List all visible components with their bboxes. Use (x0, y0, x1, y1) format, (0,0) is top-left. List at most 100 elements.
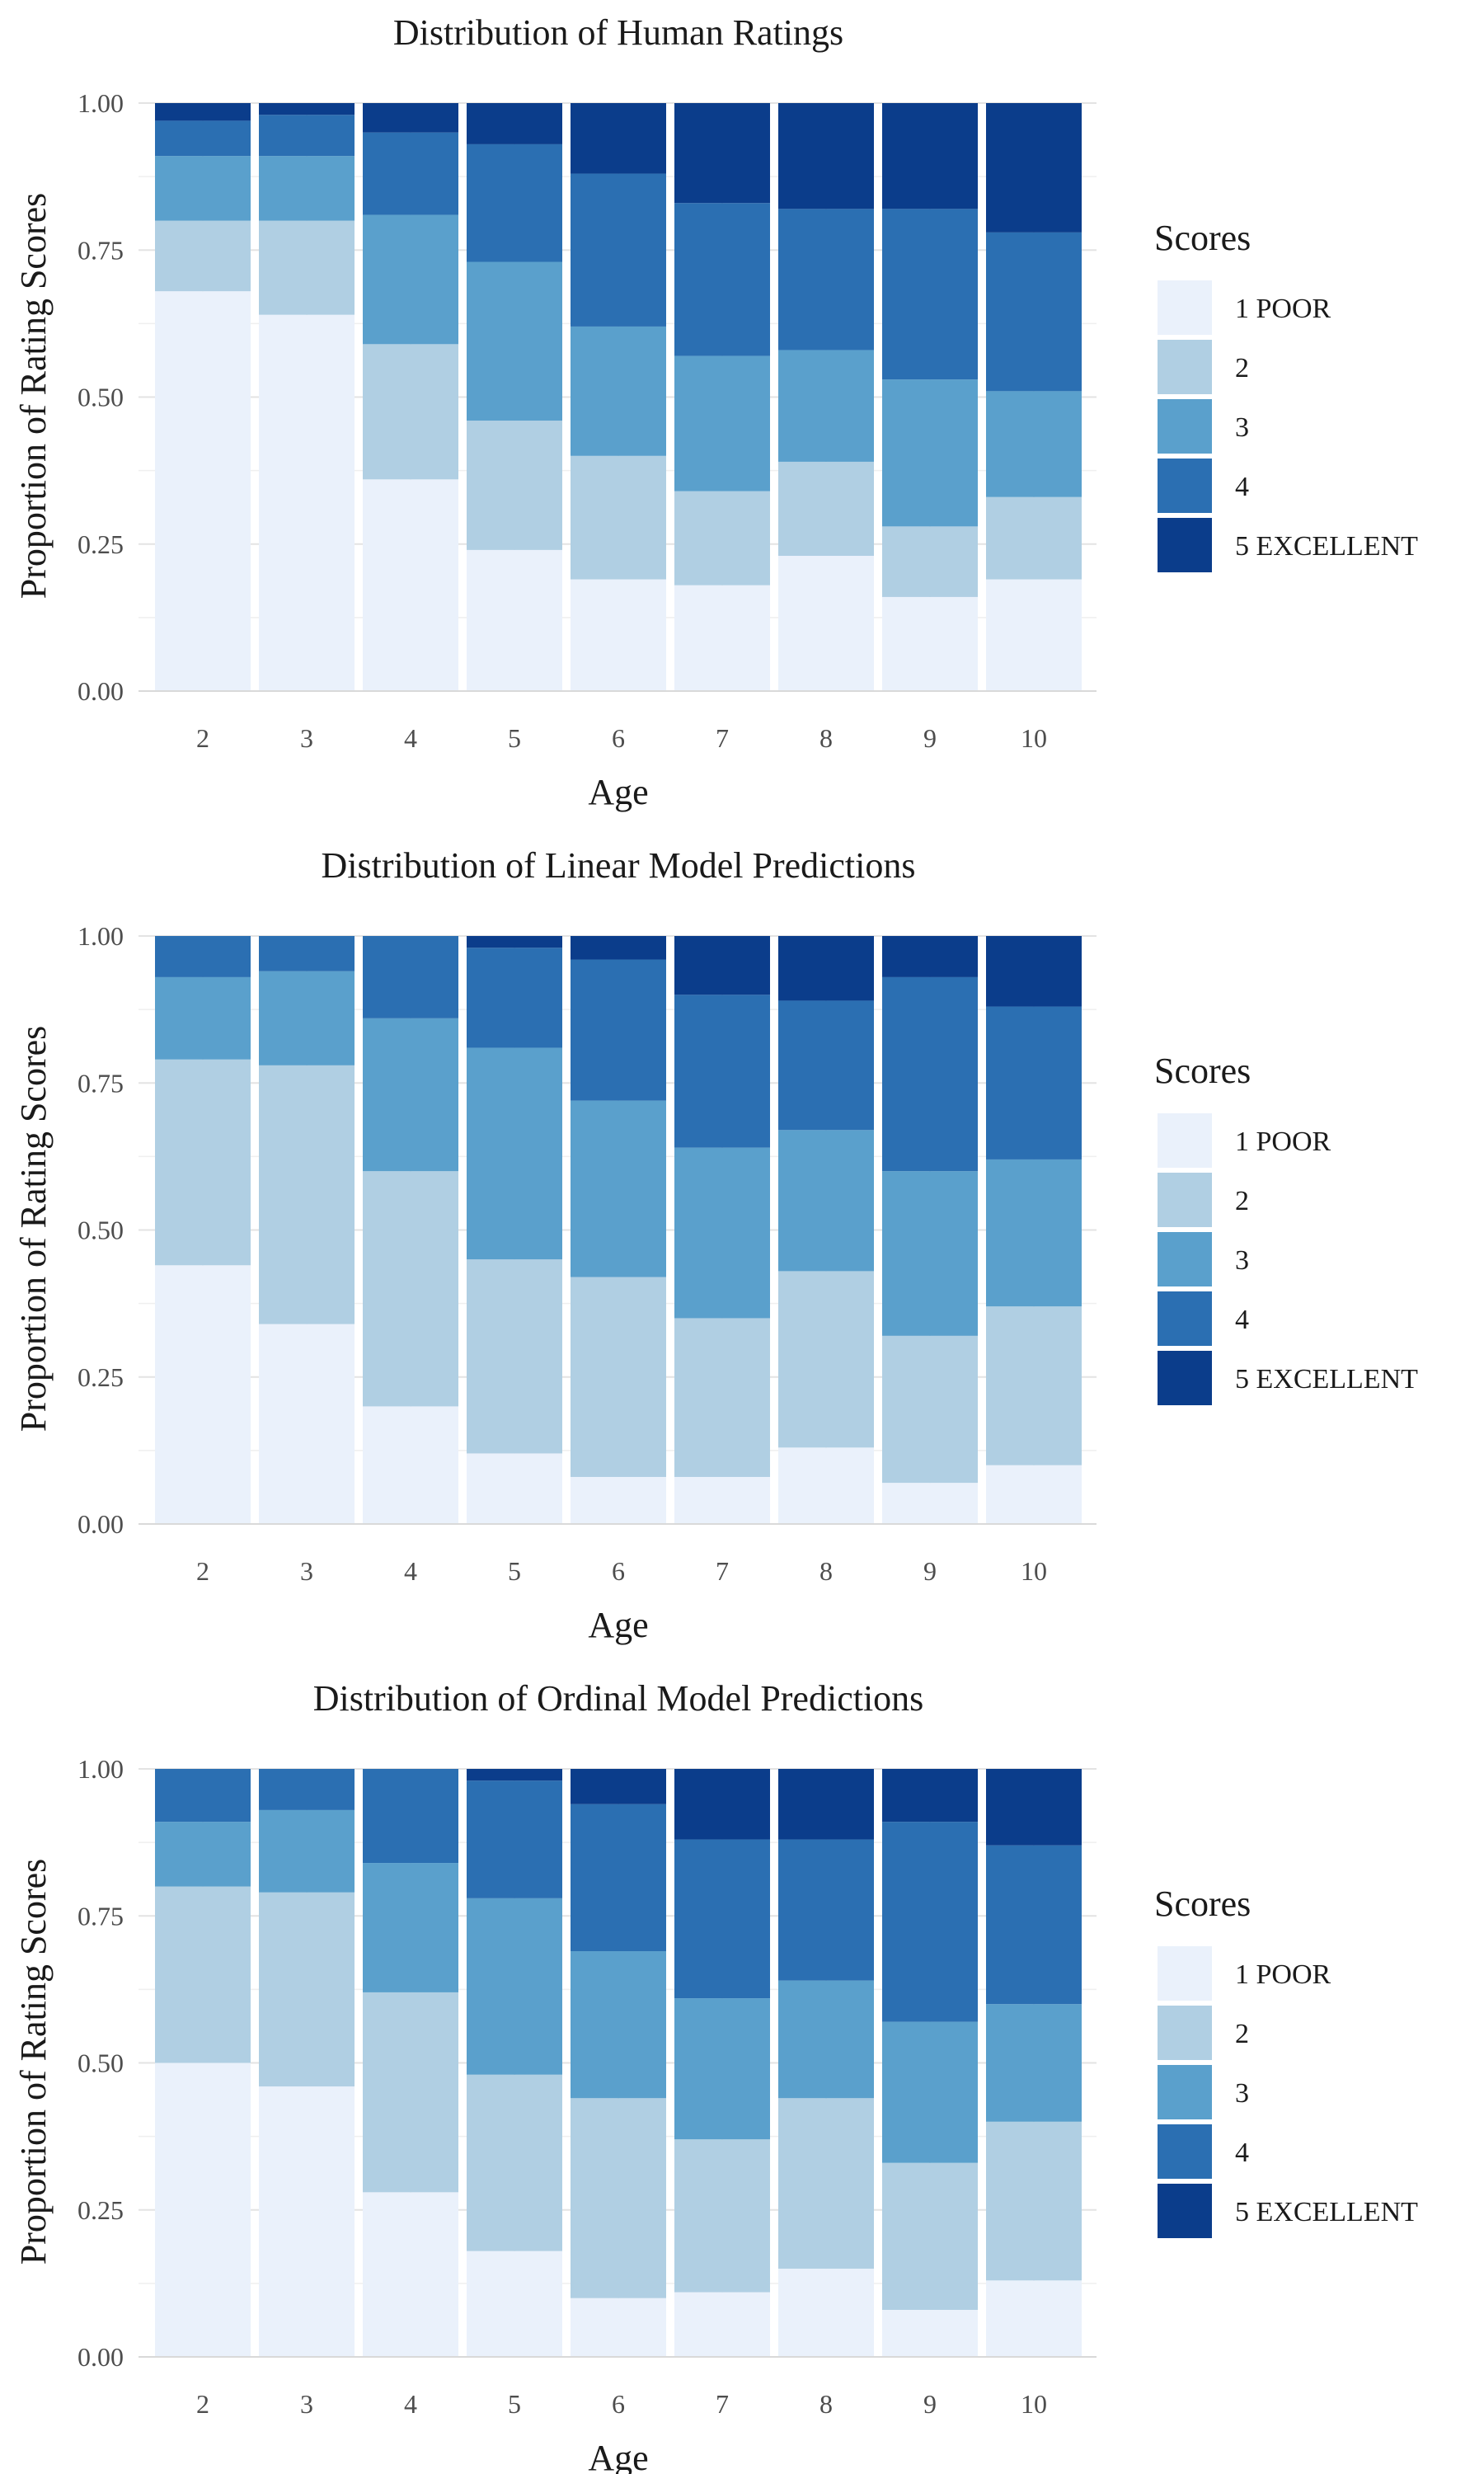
bar-segment-age-6-score-1-poor (571, 579, 666, 691)
x-tick-label: 3 (300, 2389, 313, 2419)
legend-item: 3 (1158, 1232, 1249, 1286)
legend-swatch (1158, 1291, 1212, 1346)
legend-item: 1 POOR (1158, 1113, 1331, 1168)
legend-swatch (1158, 340, 1212, 394)
bar-segment-age-5-score-4 (467, 143, 562, 262)
bar-segment-age-5-score-3 (467, 261, 562, 421)
bar-segment-age-6-score-2 (571, 455, 666, 580)
bar-segment-age-2-score-3 (155, 976, 251, 1060)
bar-segment-age-5-score-5-excellent (467, 103, 562, 144)
bar-segment-age-8-score-4 (778, 209, 874, 350)
legend-item: 5 EXCELLENT (1158, 2184, 1418, 2238)
bar-segment-age-3-score-5-excellent (259, 103, 355, 115)
bar-segment-age-8-score-3 (778, 1980, 874, 2099)
bar-segment-age-3-score-4 (259, 1769, 355, 1810)
y-tick-label: 0.50 (77, 1216, 124, 1245)
bar-segment-age-5-score-2 (467, 421, 562, 550)
bar-segment-age-2-score-3 (155, 1822, 251, 1887)
y-tick-label: 0.75 (77, 1901, 124, 1931)
bar-segment-age-10-score-3 (986, 1159, 1082, 1307)
bar-segment-age-8-score-2 (778, 461, 874, 557)
bar-segment-age-9-score-4 (882, 209, 978, 380)
bar-segment-age-7-score-2 (674, 491, 770, 586)
legend-swatch (1158, 1232, 1212, 1286)
legend-label: 3 (1235, 412, 1249, 443)
bar-segment-age-5-score-3 (467, 1898, 562, 2075)
bar-segment-age-5-score-5-excellent (467, 936, 562, 948)
bar-segment-age-6-score-3 (571, 1951, 666, 2099)
bar-segment-age-5-score-4 (467, 1780, 562, 1898)
x-tick-label: 4 (404, 1556, 417, 1586)
bar-segment-age-3-score-2 (259, 1065, 355, 1324)
bar-segment-age-5-score-2 (467, 1259, 562, 1454)
bar-segment-age-3-score-2 (259, 220, 355, 315)
legend-item: 4 (1158, 1291, 1249, 1346)
bar-segment-age-2-score-4 (155, 1769, 251, 1823)
legend-title: Scores (1154, 1051, 1251, 1091)
legend-swatch (1158, 399, 1212, 454)
bar-segment-age-8-score-2 (778, 2098, 874, 2269)
y-tick-label: 1.00 (77, 921, 124, 951)
y-tick-label: 0.25 (77, 529, 124, 559)
x-tick-label: 7 (716, 723, 729, 753)
bar-segment-age-2-score-1-poor (155, 2062, 251, 2357)
y-tick-label: 0.50 (77, 2048, 124, 2078)
bar-segment-age-8-score-5-excellent (778, 103, 874, 209)
legend-swatch (1158, 1113, 1212, 1168)
bar-segment-age-6-score-4 (571, 959, 666, 1101)
legend-label: 5 EXCELLENT (1235, 1364, 1418, 1395)
bar-segment-age-2-score-2 (155, 220, 251, 292)
bar-segment-age-7-score-2 (674, 2139, 770, 2293)
bar-segment-age-10-score-2 (986, 1306, 1082, 1465)
bar-segment-age-6-score-1-poor (571, 2298, 666, 2357)
bar-segment-age-8-score-4 (778, 1839, 874, 1981)
x-tick-label: 8 (819, 2389, 833, 2419)
bar-segment-age-6-score-5-excellent (571, 103, 666, 174)
chart-panel-1: 0.00 0.25 0.50 0.75 1.00 2 3 4 5 6 7 8 9 10 Distributi… (13, 12, 1418, 812)
y-tick-label: 0.00 (77, 2342, 124, 2372)
legend-label: 3 (1235, 2078, 1249, 2109)
bar-segment-age-4-score-2 (363, 1171, 458, 1407)
legend-title: Scores (1154, 218, 1251, 258)
bar-segment-age-9-score-1-poor (882, 596, 978, 691)
bar-segment-age-6-score-3 (571, 326, 666, 456)
x-tick-label: 7 (716, 2389, 729, 2419)
y-tick-label: 1.00 (77, 1754, 124, 1784)
bar-segment-age-2-score-2 (155, 1886, 251, 2063)
bar-segment-age-10-score-5-excellent (986, 1769, 1082, 1846)
bar-segment-age-8-score-1-poor (778, 556, 874, 691)
bar-segment-age-2-score-1-poor (155, 291, 251, 691)
bar-segment-age-2-score-4 (155, 936, 251, 977)
bar-segment-age-6-score-3 (571, 1100, 666, 1277)
bar-segment-age-9-score-4 (882, 976, 978, 1172)
bar-segment-age-9-score-5-excellent (882, 103, 978, 209)
bar-segment-age-3-score-2 (259, 1892, 355, 2087)
legend-item: 1 POOR (1158, 280, 1331, 335)
bar-segment-age-10-score-5-excellent (986, 936, 1082, 1007)
bar-segment-age-8-score-5-excellent (778, 1769, 874, 1840)
y-tick-label: 0.50 (77, 383, 124, 412)
bar-segment-age-6-score-5-excellent (571, 936, 666, 960)
legend-item: 3 (1158, 399, 1249, 454)
bar-segment-age-10-score-2 (986, 2121, 1082, 2281)
bar-segment-age-4-score-4 (363, 132, 458, 215)
x-tick-label: 5 (508, 723, 521, 753)
legend-item: 5 EXCELLENT (1158, 518, 1418, 572)
bar-segment-age-2-score-4 (155, 120, 251, 157)
bars (155, 103, 1082, 691)
bar-segment-age-3-score-4 (259, 936, 355, 971)
bar-segment-age-10-score-4 (986, 232, 1082, 392)
x-tick-label: 8 (819, 723, 833, 753)
x-tick-label: 6 (612, 1556, 625, 1586)
bar-segment-age-3-score-1-poor (259, 2086, 355, 2357)
chart-title: Distribution of Ordinal Model Prediction… (313, 1678, 924, 1719)
legend-label: 2 (1235, 1186, 1249, 1216)
legend-label: 2 (1235, 2019, 1249, 2049)
bar-segment-age-9-score-3 (882, 2021, 978, 2163)
legend-label: 1 POOR (1235, 1126, 1331, 1157)
bar-segment-age-7-score-4 (674, 1839, 770, 1999)
bar-segment-age-9-score-5-excellent (882, 1769, 978, 1823)
legend-label: 4 (1235, 1305, 1249, 1335)
bar-segment-age-7-score-5-excellent (674, 936, 770, 995)
